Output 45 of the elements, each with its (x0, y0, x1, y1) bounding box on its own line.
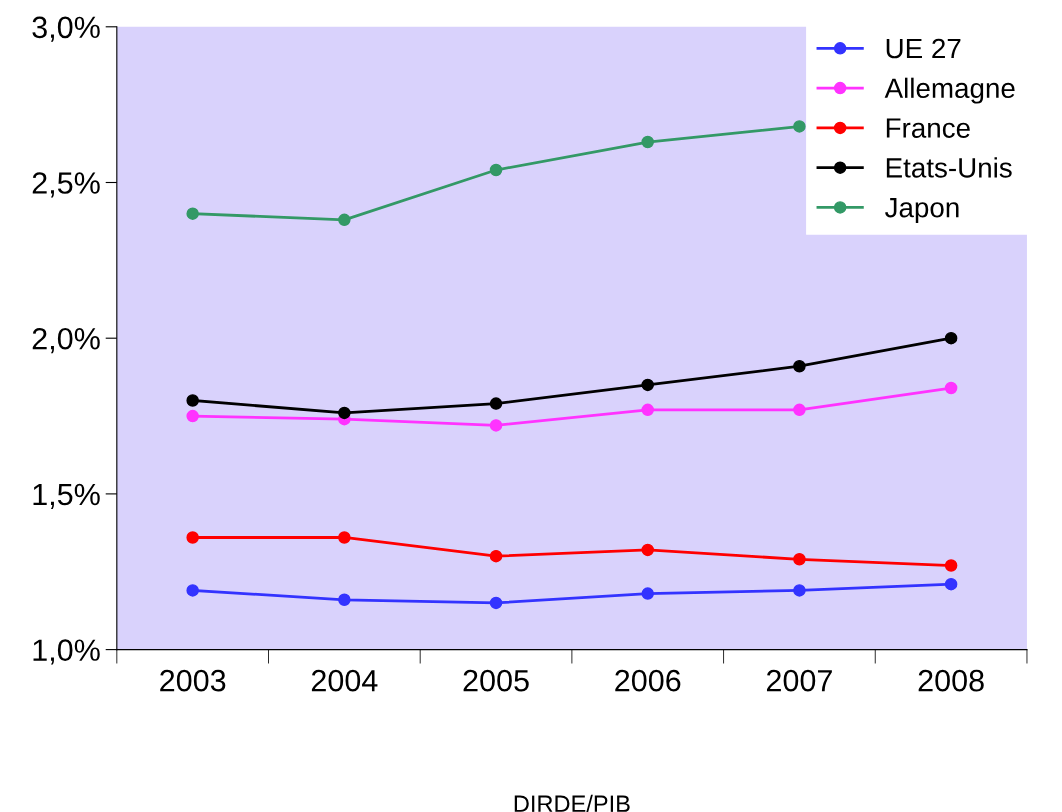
point (944, 577, 958, 591)
point (338, 531, 351, 544)
y-tick-label: 3,0% (32, 16, 100, 42)
legend-label: Etats-Unis (886, 157, 1012, 178)
point (944, 331, 958, 345)
legend-label: Allemagne (884, 77, 1015, 104)
legend-label: UE 27 (886, 38, 961, 59)
x-tick-label: 2004 (311, 669, 378, 692)
point (944, 559, 958, 572)
point (793, 359, 806, 373)
x-tick-label: 2007 (766, 669, 832, 692)
point (338, 593, 351, 607)
point (186, 584, 199, 597)
point (186, 394, 199, 407)
y-tick-label: 2,5% (32, 172, 100, 198)
point (489, 419, 503, 432)
y-tick-label: 2,0% (32, 327, 100, 354)
legend-label: Japon (885, 198, 959, 223)
point (338, 213, 351, 227)
point (186, 207, 199, 220)
point (944, 381, 958, 395)
point (186, 531, 199, 544)
legend-label: France (886, 118, 970, 138)
point (641, 135, 654, 149)
point (641, 543, 654, 557)
point (793, 403, 806, 417)
x-tick-label: 2008 (918, 669, 984, 692)
point (489, 596, 503, 610)
x-tick-label: 2005 (463, 669, 529, 692)
point (489, 549, 503, 563)
x-tick-label: 2006 (615, 669, 681, 692)
y-tick-label: 1,5% (33, 483, 100, 509)
point (489, 163, 503, 177)
point (641, 403, 654, 417)
point (641, 587, 654, 600)
point (641, 378, 654, 392)
point (186, 409, 199, 423)
point (793, 584, 806, 597)
x-axis-title: DIRDE/PIB (514, 794, 630, 812)
point (489, 397, 503, 410)
point (793, 120, 806, 133)
y-tick-label: 1,0% (33, 639, 100, 665)
x-tick-label: 2003 (160, 669, 226, 692)
point (338, 406, 351, 420)
point (793, 553, 806, 566)
